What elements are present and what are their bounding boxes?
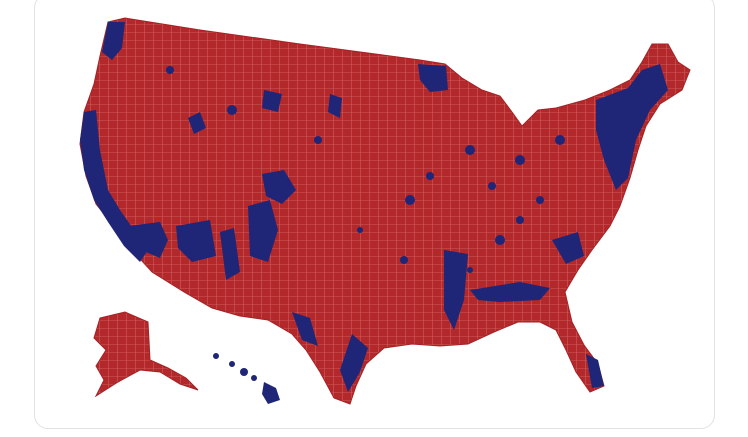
blue-counties: [80, 22, 668, 392]
mainland-us: [79, 17, 691, 405]
hawaii: [213, 353, 280, 404]
alaska: [93, 311, 199, 398]
